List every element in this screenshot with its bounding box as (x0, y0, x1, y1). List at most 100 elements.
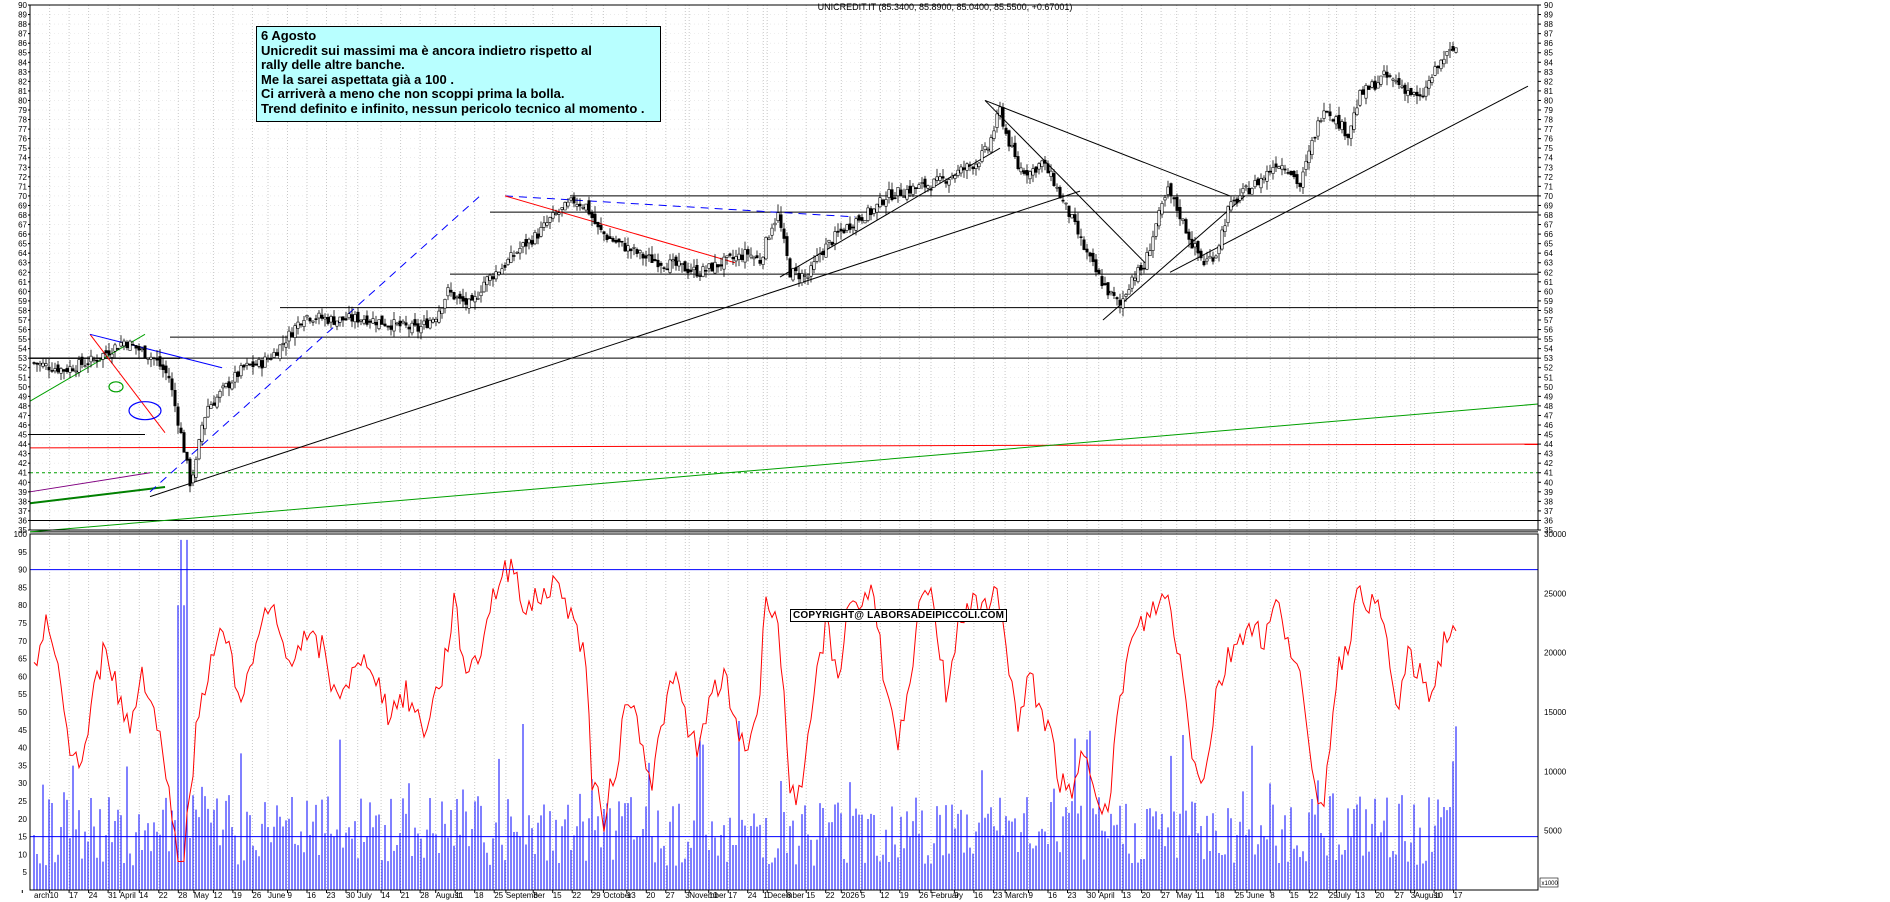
candle-body (698, 275, 702, 277)
x-tick-label: 13 (1122, 891, 1131, 900)
x-tick-label: 23 (327, 891, 336, 900)
candle-body (611, 238, 615, 242)
candle-body (71, 368, 75, 372)
candle-body (872, 208, 876, 214)
candle-body (740, 254, 744, 261)
x-tick-label: 14 (139, 891, 148, 900)
candle-body (1394, 80, 1398, 83)
candle-body (875, 203, 879, 213)
x-tick-label: May (194, 891, 209, 900)
candle-body (128, 340, 132, 351)
candle-body (1358, 90, 1362, 106)
candle-body (617, 238, 621, 243)
volume-unit-box (1539, 877, 1559, 888)
x-tick-label: April (120, 891, 136, 900)
candle-body (305, 315, 309, 318)
candle-body (866, 207, 870, 221)
candle-body (1427, 80, 1431, 89)
candle-body (1109, 290, 1113, 294)
candle-body (827, 239, 831, 243)
candle-body (638, 250, 642, 254)
candle-body (644, 255, 648, 259)
x-tick-label: October (603, 891, 632, 900)
candle-body (461, 296, 465, 302)
candle-body (491, 276, 495, 280)
candle-body (1076, 220, 1080, 235)
candle-body (1247, 187, 1251, 195)
candle-body (614, 239, 618, 243)
candle-body (83, 365, 87, 367)
candle-body (893, 197, 897, 199)
candle-body (1307, 150, 1311, 164)
candle-body (692, 266, 696, 271)
candle-body (143, 345, 147, 359)
candle-body (707, 263, 711, 269)
candle-body (392, 319, 396, 332)
candle-body (1124, 294, 1128, 297)
rsi-tick-label: 60 (18, 672, 27, 681)
candle-body (1190, 238, 1194, 249)
chart-title: UNICREDIT.IT (85.3400, 85.8900, 85.0400,… (817, 2, 1073, 12)
candle-body (347, 313, 351, 319)
candle-body (545, 222, 549, 226)
price-tick-label: 83 (1544, 68, 1553, 77)
candle-body (1262, 177, 1266, 181)
candle-body (497, 271, 501, 275)
candle-body (1085, 248, 1089, 253)
candle-body (548, 217, 552, 223)
candle-body (434, 318, 438, 323)
rsi-tick-label: 25 (18, 797, 27, 806)
candle-body (158, 356, 162, 367)
candle-body (824, 243, 828, 258)
black-trendline (984, 100, 1146, 264)
candle-body (1130, 276, 1134, 289)
candle-body (1418, 94, 1422, 97)
candle-body (623, 242, 627, 252)
price-tick-label: 78 (1544, 116, 1553, 125)
candle-body (32, 362, 36, 364)
candle-body (923, 178, 927, 188)
candle-body (737, 253, 741, 260)
x-tick-label: 12 (213, 891, 222, 900)
candle-body (590, 212, 594, 218)
candle-body (1385, 71, 1389, 78)
candle-body (155, 357, 159, 361)
note-line: 6 Agosto (261, 28, 317, 43)
candle-body (1451, 46, 1455, 51)
candle-body (554, 213, 558, 215)
price-tick-label: 57 (1544, 316, 1553, 325)
candle-body (947, 179, 951, 186)
candle-body (791, 268, 795, 281)
candle-body (842, 229, 846, 234)
candle-body (503, 264, 507, 268)
price-tick-label: 62 (18, 268, 27, 277)
candle-body (1289, 170, 1293, 176)
candle-body (260, 360, 264, 369)
candle-body (1079, 236, 1083, 239)
candle-body (1283, 168, 1287, 171)
candle-body (62, 369, 66, 372)
candle-body (1112, 292, 1116, 296)
price-tick-label: 53 (1544, 354, 1553, 363)
red-trendline (504, 195, 736, 264)
candle-body (992, 130, 996, 139)
candle-body (1106, 282, 1110, 296)
candle-body (1211, 257, 1215, 262)
candle-body (1415, 91, 1419, 97)
candle-body (1355, 107, 1359, 115)
candle-body (1043, 159, 1047, 164)
candle-body (767, 237, 771, 240)
candle-body (1304, 161, 1308, 170)
candle-body (1352, 112, 1356, 130)
rsi-tick-label: 65 (18, 655, 27, 664)
candle-body (1361, 89, 1365, 95)
candle-body (632, 247, 636, 249)
candle-body (860, 217, 864, 221)
candle-body (89, 355, 93, 363)
candle-body (656, 259, 660, 268)
candle-body (1151, 236, 1155, 251)
long-black-trendline (149, 190, 1081, 498)
candle-body (917, 184, 921, 189)
price-tick-label: 78 (18, 116, 27, 125)
price-tick-label: 39 (1544, 488, 1553, 497)
